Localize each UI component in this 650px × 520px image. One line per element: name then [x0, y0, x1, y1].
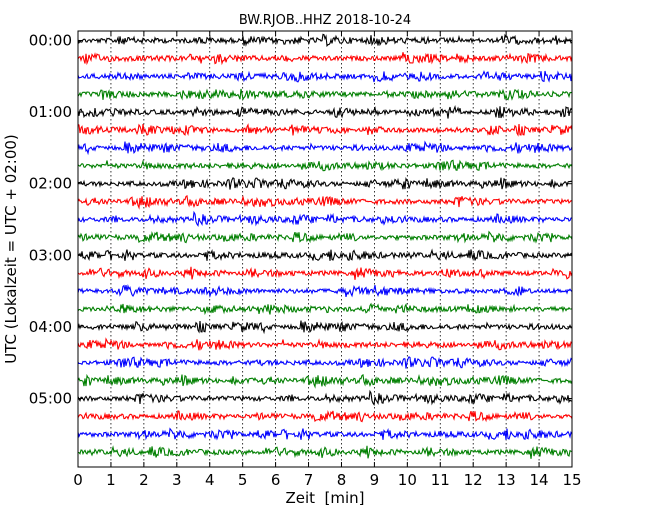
- y-tick-label: 02:00: [29, 175, 72, 193]
- y-tick-label: 03:00: [29, 246, 72, 264]
- x-tick-label: 6: [271, 471, 281, 489]
- trace-0415: [77, 337, 573, 351]
- trace-0130: [77, 140, 573, 156]
- y-axis-label: UTC (Lokalzeit = UTC + 02:00): [2, 134, 20, 364]
- y-axis-ticks: 00:00 01:00 02:00 03:00 04:00 05:00: [29, 32, 572, 408]
- trace-0145: [77, 159, 573, 172]
- trace-0015: [77, 52, 573, 66]
- chart-title: BW.RJOB..HHZ 2018-10-24: [239, 13, 411, 28]
- x-tick-label: 3: [172, 471, 182, 489]
- trace-0545: [77, 445, 573, 459]
- trace-0100: [77, 105, 573, 119]
- trace-0115: [77, 123, 573, 137]
- trace-0315: [77, 266, 573, 280]
- trace-0400: [77, 320, 573, 335]
- trace-0300: [77, 248, 573, 262]
- x-tick-label: 1: [106, 471, 116, 489]
- trace-0245: [77, 230, 573, 244]
- x-tick-label: 4: [205, 471, 215, 489]
- trace-0445: [77, 373, 573, 389]
- trace-0215: [77, 194, 573, 210]
- x-tick-label: 2: [139, 471, 149, 489]
- y-tick-label: 05:00: [29, 390, 72, 408]
- x-tick-label: 7: [304, 471, 314, 489]
- y-tick-label: 01:00: [29, 103, 72, 121]
- grid-lines: [110, 31, 540, 467]
- x-tick-label: 11: [431, 471, 450, 489]
- x-tick-label: 13: [497, 471, 516, 489]
- trace-0200: [77, 177, 573, 190]
- x-tick-label: 9: [370, 471, 380, 489]
- trace-0430: [77, 356, 573, 369]
- x-tick-label: 8: [337, 471, 347, 489]
- x-tick-label: 5: [238, 471, 248, 489]
- trace-0530: [77, 427, 573, 441]
- trace-0515: [77, 409, 573, 423]
- x-tick-label: 10: [398, 471, 417, 489]
- x-axis-label: Zeit [min]: [285, 489, 364, 507]
- x-tick-label: 15: [562, 471, 581, 489]
- x-tick-label: 0: [73, 471, 83, 489]
- trace-0230: [77, 210, 573, 227]
- x-tick-label: 12: [464, 471, 483, 489]
- traces: [77, 33, 573, 459]
- trace-0030: [77, 70, 573, 83]
- trace-0045: [77, 88, 573, 101]
- y-tick-label: 04:00: [29, 318, 72, 336]
- x-axis-ticks: 0 1 2 3 4 5 6 7 8 9 10 11 12 13 14 15: [73, 31, 582, 489]
- trace-0000: [77, 33, 573, 48]
- trace-0500: [77, 389, 573, 406]
- trace-0330: [77, 283, 573, 298]
- y-tick-label: 00:00: [29, 32, 72, 50]
- trace-0345: [77, 302, 573, 316]
- x-tick-label: 14: [530, 471, 549, 489]
- plot-frame: [77, 30, 573, 468]
